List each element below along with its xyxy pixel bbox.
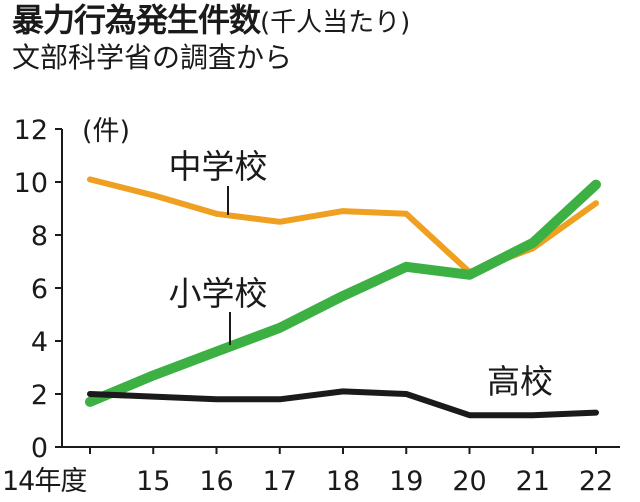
y-tick-label: 8 xyxy=(31,221,48,252)
x-tick-label: 18 xyxy=(326,466,360,497)
axes: 0 2 4 6 8 10 12 (件) 14年度 15 16 17 18 19 20 21 22 xyxy=(2,115,620,497)
chart-title: 暴力行為発生件数 xyxy=(12,1,261,39)
chart-header: 暴力行為発生件数(千人当たり) 文部科学省の調査から xyxy=(12,4,410,72)
y-tick-label: 0 xyxy=(31,433,48,464)
series-line-2 xyxy=(87,388,599,419)
x-tick-label: 19 xyxy=(389,466,423,497)
y-tick-label: 12 xyxy=(14,115,48,146)
y-axis-label: (件) xyxy=(82,116,130,147)
x-tick-label: 17 xyxy=(263,466,297,497)
x-tick-label: 20 xyxy=(452,466,486,497)
series-label-1: 小学校 xyxy=(169,274,268,313)
y-tick-label: 4 xyxy=(31,327,48,358)
series-layer xyxy=(85,176,601,419)
y-tick-label: 10 xyxy=(14,168,48,199)
y-tick-label: 6 xyxy=(31,274,48,305)
y-tick-label: 2 xyxy=(31,380,48,411)
x-tick-label: 16 xyxy=(199,466,233,497)
title-row: 暴力行為発生件数(千人当たり) xyxy=(12,4,410,36)
series-line-0 xyxy=(87,176,599,276)
chart-unit: (千人当たり) xyxy=(260,8,411,38)
x-tick-label: 21 xyxy=(516,466,550,497)
chart-subtitle: 文部科学省の調査から xyxy=(12,41,293,74)
series-label-2: 高校 xyxy=(487,362,553,401)
x-tick-label: 22 xyxy=(579,466,613,497)
x-tick-label: 14年度 xyxy=(2,466,86,497)
series-line-1 xyxy=(85,179,601,407)
series-label-0: 中学校 xyxy=(169,147,268,186)
x-tick-label: 15 xyxy=(136,466,170,497)
